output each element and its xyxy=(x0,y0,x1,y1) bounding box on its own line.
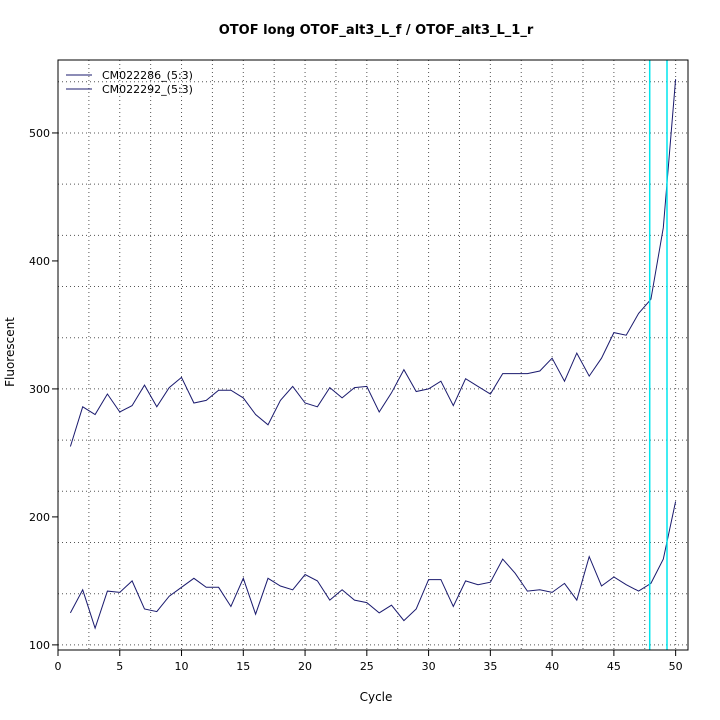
x-tick-label: 40 xyxy=(545,660,559,673)
x-tick-label: 5 xyxy=(116,660,123,673)
legend-label: CM022292_(5:3) xyxy=(102,83,193,96)
grid-lines xyxy=(57,60,688,650)
series-line-1 xyxy=(69,79,677,447)
x-axis: 0 5 10 15 20 25 30 35 40 45 50 xyxy=(55,650,683,673)
x-tick-label: 35 xyxy=(483,660,497,673)
legend: CM022286_(5:3)CM022292_(5:3) xyxy=(66,69,193,96)
x-axis-label: Cycle xyxy=(360,690,393,704)
x-tick-label: 20 xyxy=(298,660,312,673)
y-tick-label: 200 xyxy=(29,511,50,524)
threshold-lines xyxy=(648,60,668,650)
x-tick-label: 45 xyxy=(607,660,621,673)
legend-label: CM022286_(5:3) xyxy=(102,69,193,82)
y-axis: 100 200 300 400 500 xyxy=(29,127,58,652)
x-tick-label: 10 xyxy=(175,660,189,673)
series-line-2 xyxy=(69,501,677,630)
chart-title: OTOF long OTOF_alt3_L_f / OTOF_alt3_L_1_… xyxy=(219,23,534,38)
x-tick-label: 15 xyxy=(236,660,250,673)
x-tick-label: 25 xyxy=(360,660,374,673)
y-tick-label: 300 xyxy=(29,383,50,396)
y-tick-label: 100 xyxy=(29,639,50,652)
plot-border xyxy=(57,59,689,651)
series-lines xyxy=(69,79,677,630)
x-tick-label: 50 xyxy=(669,660,683,673)
y-tick-label: 400 xyxy=(29,255,50,268)
x-tick-label: 30 xyxy=(422,660,436,673)
y-axis-label: Fluorescent xyxy=(3,317,17,387)
y-tick-label: 500 xyxy=(29,127,50,140)
x-tick-label: 0 xyxy=(55,660,62,673)
